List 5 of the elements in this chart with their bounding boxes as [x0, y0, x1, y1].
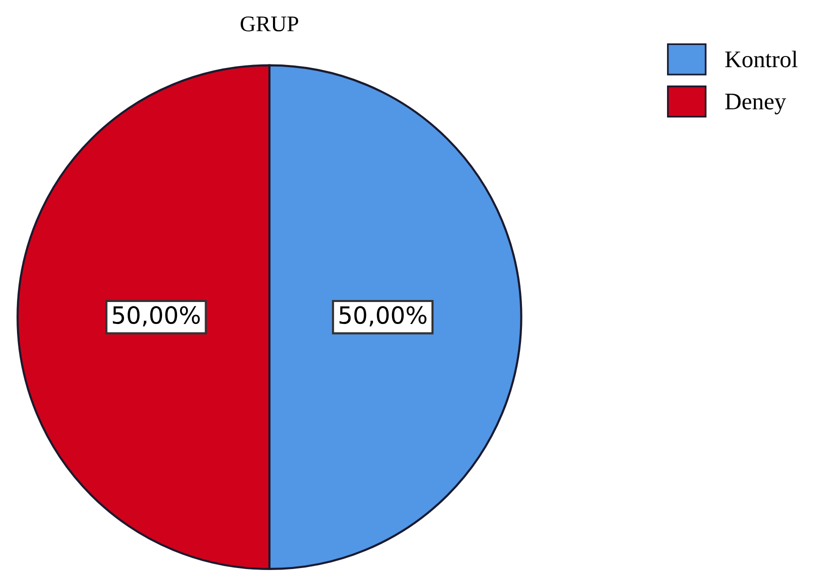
data-label: 50,00%	[340, 306, 426, 326]
legend-label: Deney	[725, 94, 786, 114]
legend-label: Kontrol	[725, 50, 798, 68]
data-label: 50,00%	[112, 306, 200, 326]
chart-title: GRUP	[240, 16, 298, 32]
